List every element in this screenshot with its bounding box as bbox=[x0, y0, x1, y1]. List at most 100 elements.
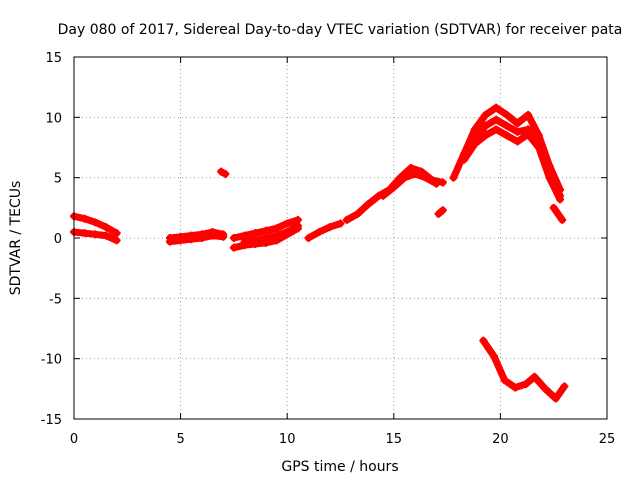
data-point bbox=[101, 231, 110, 240]
data-point bbox=[389, 183, 398, 192]
y-tick-label: -15 bbox=[41, 413, 62, 428]
data-point bbox=[283, 227, 292, 236]
data-point bbox=[304, 234, 313, 242]
data-point bbox=[272, 231, 281, 240]
x-axis-label: GPS time / hours bbox=[281, 459, 398, 475]
data-point bbox=[521, 380, 530, 389]
data-point bbox=[534, 137, 543, 146]
data-point bbox=[411, 170, 420, 179]
x-tick-label: 15 bbox=[386, 432, 403, 447]
data-point bbox=[492, 115, 501, 124]
data-point bbox=[240, 237, 249, 246]
data-point bbox=[80, 229, 89, 238]
chart-title: Day 080 of 2017, Sidereal Day-to-day VTE… bbox=[58, 22, 623, 38]
data-point bbox=[530, 372, 539, 381]
data-point bbox=[541, 384, 550, 393]
data-point bbox=[400, 173, 409, 182]
data-point bbox=[502, 110, 511, 119]
data-point bbox=[379, 191, 388, 200]
data-point bbox=[165, 237, 174, 246]
data-point bbox=[513, 127, 522, 136]
data-point bbox=[336, 219, 345, 228]
x-tick-label: 5 bbox=[176, 432, 184, 447]
data-series-segment-7 bbox=[479, 337, 568, 402]
data-point bbox=[208, 231, 217, 240]
data-point bbox=[449, 173, 458, 182]
data-point bbox=[272, 224, 281, 233]
data-point bbox=[421, 173, 430, 182]
data-series-tail-6 bbox=[550, 204, 566, 224]
data-point bbox=[490, 352, 499, 361]
data-point bbox=[492, 103, 501, 112]
y-tick-label: -5 bbox=[49, 292, 62, 307]
data-point bbox=[549, 203, 558, 212]
data-point bbox=[221, 170, 230, 179]
data-point bbox=[187, 235, 196, 244]
data-point bbox=[524, 125, 533, 134]
data-layer bbox=[70, 103, 569, 403]
data-point bbox=[556, 191, 565, 200]
data-point bbox=[229, 234, 238, 242]
tick-label-layer: 0 5 10 15 20 25 -15 -10 -5 0 5 10 15 bbox=[41, 51, 616, 447]
plot-frame bbox=[73, 56, 608, 420]
data-point bbox=[502, 131, 511, 140]
data-point bbox=[545, 164, 554, 173]
data-point bbox=[112, 236, 121, 245]
data-point bbox=[229, 243, 238, 252]
data-point bbox=[80, 214, 89, 223]
x-tick-label: 25 bbox=[599, 432, 616, 447]
data-point bbox=[479, 336, 488, 345]
data-point bbox=[197, 234, 206, 242]
data-point bbox=[101, 223, 110, 232]
data-series-segment-4 bbox=[305, 220, 344, 242]
data-point bbox=[470, 137, 479, 146]
x-tick-label: 0 bbox=[70, 432, 78, 447]
data-point bbox=[261, 226, 270, 235]
data-point bbox=[315, 227, 324, 236]
x-tick-label: 20 bbox=[492, 432, 509, 447]
data-point bbox=[434, 209, 443, 218]
data-point bbox=[438, 206, 447, 215]
data-point bbox=[217, 167, 226, 176]
data-point bbox=[500, 376, 509, 385]
x-tick-label: 10 bbox=[279, 432, 296, 447]
data-point bbox=[432, 179, 441, 188]
data-point bbox=[261, 234, 270, 242]
data-point bbox=[176, 236, 185, 245]
data-point bbox=[438, 178, 447, 187]
data-point bbox=[481, 121, 490, 130]
data-point bbox=[91, 218, 100, 227]
data-point bbox=[470, 125, 479, 134]
data-point bbox=[364, 200, 373, 209]
y-tick-label: 5 bbox=[54, 172, 62, 187]
data-point bbox=[325, 223, 334, 232]
data-point bbox=[251, 236, 260, 245]
data-point bbox=[460, 155, 469, 164]
data-point bbox=[551, 394, 560, 403]
y-tick-label: 0 bbox=[54, 232, 62, 247]
data-point bbox=[492, 125, 501, 134]
data-point bbox=[558, 215, 567, 224]
data-point bbox=[219, 232, 228, 241]
y-tick-label: -10 bbox=[41, 353, 62, 368]
data-series-segment-5b bbox=[379, 170, 440, 200]
data-point bbox=[293, 221, 302, 230]
y-axis-label: SDTVAR / TECUs bbox=[8, 181, 24, 296]
data-point bbox=[481, 110, 490, 119]
data-point bbox=[112, 229, 121, 238]
data-point bbox=[511, 383, 520, 392]
y-tick-label: 10 bbox=[45, 111, 62, 126]
data-point bbox=[560, 382, 569, 391]
tick-layer bbox=[73, 56, 608, 420]
data-point bbox=[342, 215, 351, 224]
data-point bbox=[524, 110, 533, 119]
data-point bbox=[513, 119, 522, 128]
data-point bbox=[91, 230, 100, 239]
data-point bbox=[353, 209, 362, 218]
data-point bbox=[502, 121, 511, 130]
data-point bbox=[251, 229, 260, 238]
data-point bbox=[406, 164, 415, 173]
data-point bbox=[513, 137, 522, 146]
y-tick-label: 15 bbox=[45, 51, 62, 66]
